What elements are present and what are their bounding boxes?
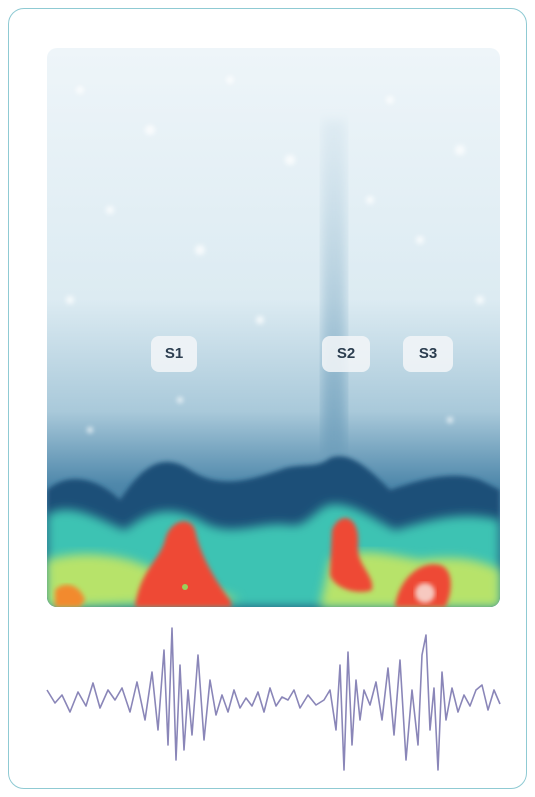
marker-tag: S1 <box>151 336 197 372</box>
marker-tag: S2 <box>322 336 370 372</box>
marker-label: S1 <box>165 345 183 362</box>
marker-label: S3 <box>419 345 437 362</box>
marker-label: S2 <box>337 345 355 362</box>
waveform <box>46 627 501 771</box>
marker-tag: S3 <box>403 336 453 372</box>
heatmap <box>47 48 500 607</box>
